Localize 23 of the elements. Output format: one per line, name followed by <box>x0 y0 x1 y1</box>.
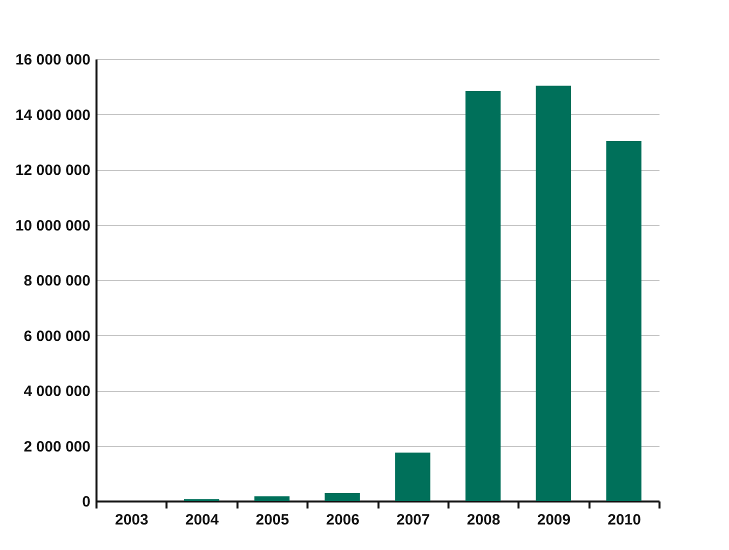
y-tick-label: 2 000 000 <box>24 438 90 456</box>
y-tick-label: 6 000 000 <box>24 328 90 345</box>
y-tick-label: 10 000 000 <box>15 217 90 234</box>
y-tick-label: 14 000 000 <box>15 106 90 124</box>
y-tick-label: 0 <box>82 494 90 510</box>
x-tick-label: 2006 <box>326 512 360 528</box>
x-tick-label: 2005 <box>256 512 290 528</box>
y-tick-label: 8 000 000 <box>24 272 90 290</box>
x-tick-label: 2009 <box>537 512 571 528</box>
x-tick-label: 2003 <box>115 512 148 528</box>
y-tick-label: 16 000 000 <box>15 52 90 68</box>
bar <box>395 452 430 501</box>
bar <box>536 86 572 501</box>
x-tick-label: 2008 <box>466 512 500 528</box>
x-tick-label: 2007 <box>396 512 430 528</box>
x-tick-label: 2004 <box>185 512 220 528</box>
bar <box>606 141 642 501</box>
bar <box>324 492 360 501</box>
x-tick-label: 2010 <box>608 512 641 528</box>
y-tick-label: 4 000 000 <box>24 383 90 400</box>
bar <box>465 91 501 501</box>
y-tick-label: 12 000 000 <box>15 162 90 179</box>
bar <box>254 496 290 501</box>
